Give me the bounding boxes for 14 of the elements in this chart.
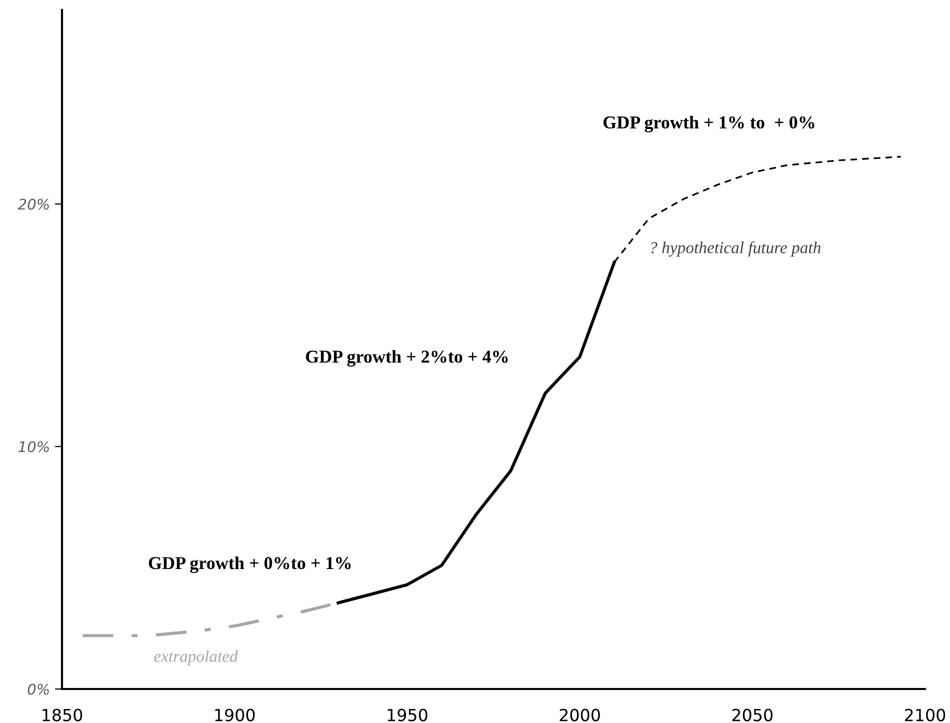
annotation: GDP growth + 0%to + 1% <box>148 556 351 573</box>
annotation: extrapolated <box>154 650 238 666</box>
x-tick-label: 2100 <box>905 708 946 722</box>
annotation: ? hypothetical future path <box>651 241 820 257</box>
y-tick-label: 10% <box>18 441 49 452</box>
x-tick-label: 1850 <box>42 708 82 722</box>
x-tick-label: 2050 <box>732 708 772 722</box>
y-tick-label: 0% <box>28 684 49 695</box>
annotation: GDP growth + 2%to + 4% <box>306 350 508 367</box>
annotation: GDP growth + 1% to + 0% <box>603 116 814 132</box>
x-tick-label: 2000 <box>560 708 600 722</box>
y-tick-label: 20% <box>18 198 49 210</box>
x-tick-label: 1950 <box>388 708 428 722</box>
x-tick-label: 1900 <box>215 708 255 722</box>
